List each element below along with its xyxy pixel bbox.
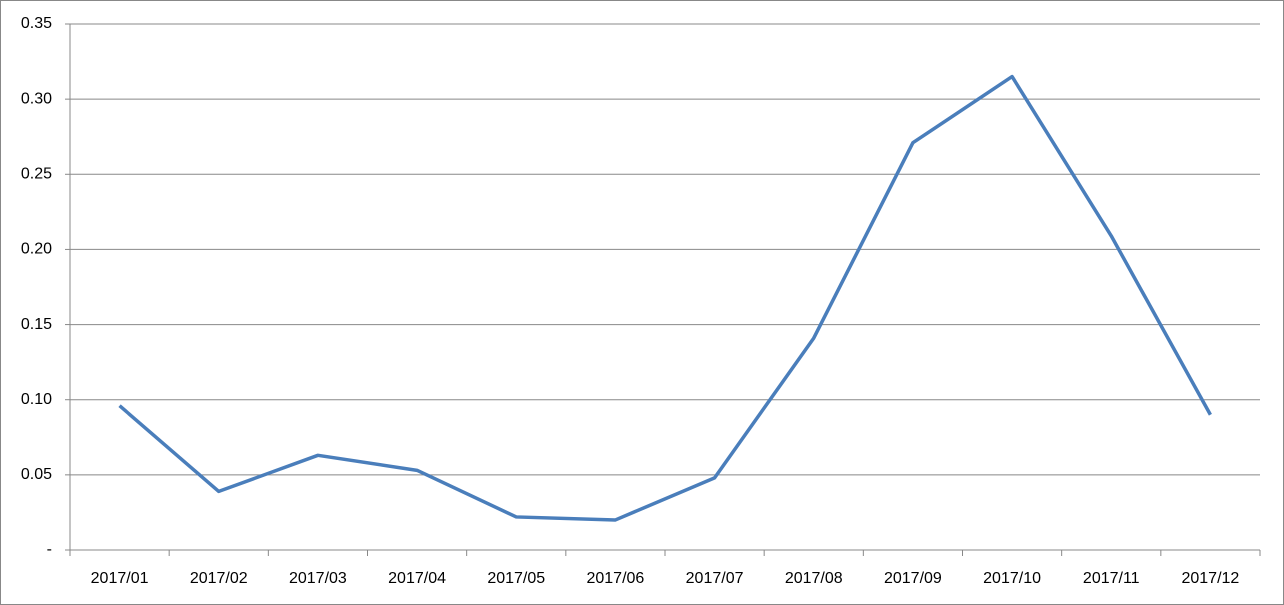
- y-tick-label: 0.25: [21, 166, 52, 183]
- y-tick-label: 0.05: [21, 466, 52, 483]
- x-tick-label: 2017/07: [686, 570, 744, 587]
- x-tick-label: 2017/04: [388, 570, 446, 587]
- x-tick-label: 2017/09: [884, 570, 942, 587]
- y-tick-label: 0.30: [21, 90, 52, 107]
- x-tick-label: 2017/12: [1181, 570, 1239, 587]
- y-tick-label: 0.20: [21, 241, 52, 258]
- data-line: [118, 74, 1212, 522]
- x-tick-label: 2017/06: [586, 570, 644, 587]
- x-tick-label: 2017/08: [785, 570, 843, 587]
- x-tick-label: 2017/11: [1083, 570, 1140, 587]
- x-tick-label: 2017/02: [190, 570, 248, 587]
- x-tick-label: 2017/05: [487, 570, 545, 587]
- x-tick-label: 2017/10: [983, 570, 1041, 587]
- x-tick-label: 2017/01: [91, 570, 149, 587]
- y-tick-label: -: [47, 541, 52, 558]
- y-tick-label: 0.35: [21, 15, 52, 32]
- y-tick-label: 0.10: [21, 391, 52, 408]
- y-tick-label: 0.15: [21, 316, 52, 333]
- x-tick-label: 2017/03: [289, 570, 347, 587]
